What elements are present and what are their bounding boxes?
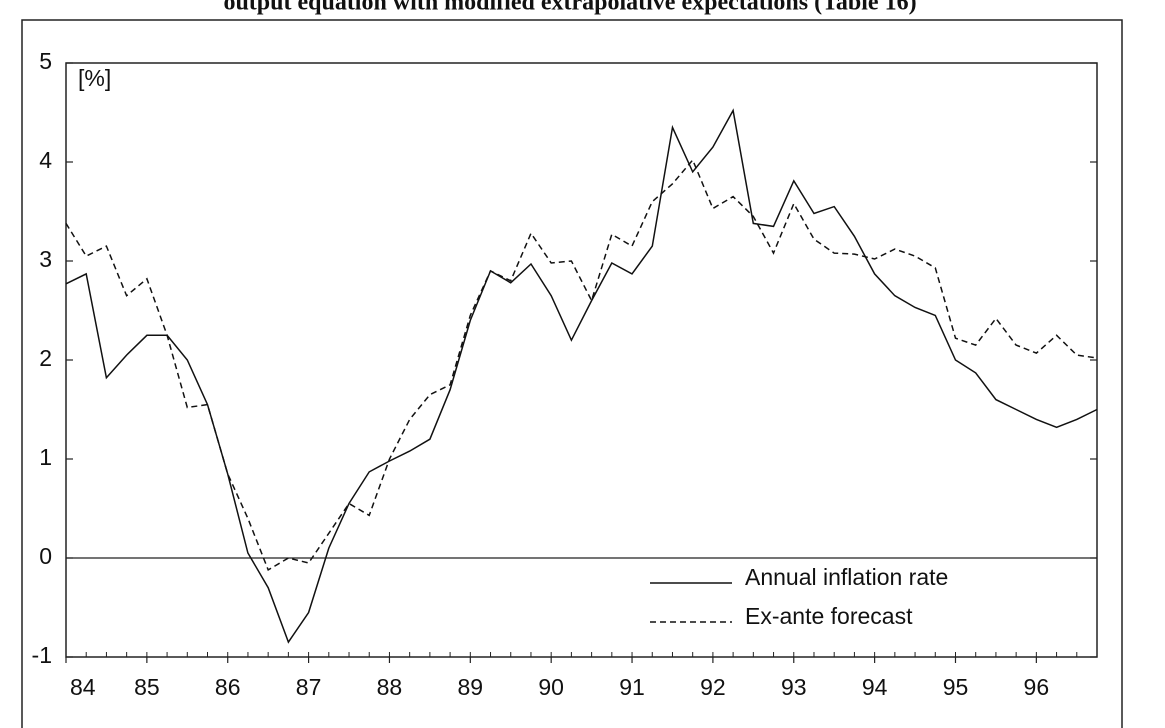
- x-tick-label: 96: [1024, 674, 1050, 700]
- x-tick-label: 88: [377, 674, 403, 700]
- x-tick-label: 86: [215, 674, 241, 700]
- x-tick-label: 84: [70, 674, 96, 700]
- y-axis-label: [%]: [78, 65, 111, 91]
- x-tick-label: 87: [296, 674, 322, 700]
- series-line: [65, 108, 1098, 644]
- y-tick-label: 3: [39, 246, 52, 272]
- x-tick-label: 92: [700, 674, 726, 700]
- x-tick-label: 89: [458, 674, 484, 700]
- chart-title: output equation with modified extrapolat…: [223, 0, 916, 16]
- page-frame: [21, 19, 1123, 728]
- x-tick-label: 94: [862, 674, 888, 700]
- y-tick-label: 2: [39, 345, 52, 371]
- y-tick-label: 4: [39, 147, 52, 173]
- legend-label: Annual inflation rate: [745, 564, 948, 590]
- y-tick-label: 1: [39, 444, 52, 470]
- x-tick-label: 91: [619, 674, 645, 700]
- x-tick-label: 95: [943, 674, 969, 700]
- y-tick-label: -1: [32, 642, 52, 668]
- series-line: [65, 158, 1098, 571]
- x-tick-label: 85: [134, 674, 160, 700]
- y-tick-label: 5: [39, 48, 52, 74]
- y-tick-label: 0: [39, 543, 52, 569]
- x-tick-label: 93: [781, 674, 807, 700]
- x-tick-label: 90: [538, 674, 564, 700]
- legend-label: Ex-ante forecast: [745, 603, 913, 629]
